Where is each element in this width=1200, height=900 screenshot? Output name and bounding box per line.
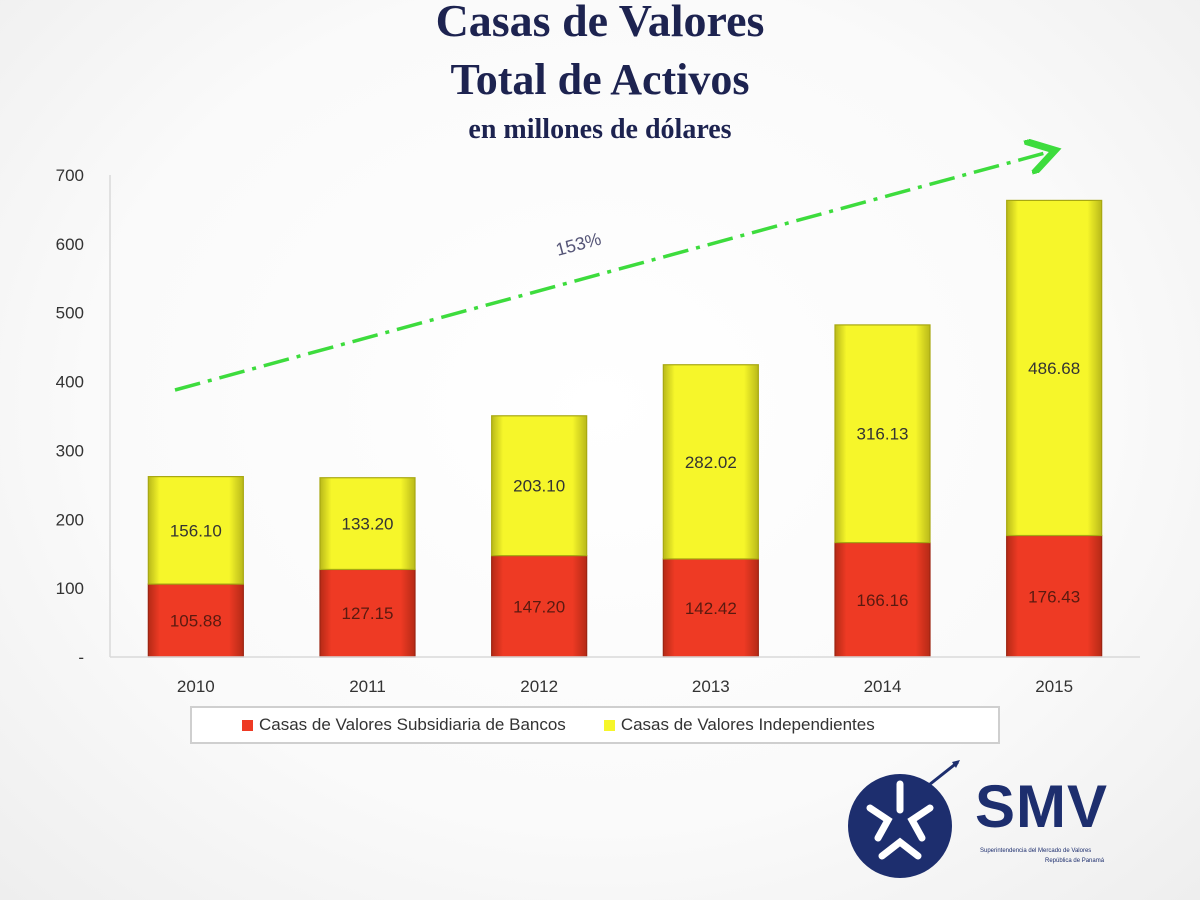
y-tick-label: 100 <box>56 579 84 598</box>
bar-segment-independientes <box>147 476 244 585</box>
chart-title: Casas de Valores <box>435 0 765 46</box>
data-label: 176.43 <box>1028 587 1080 606</box>
x-tick-label: 2011 <box>349 677 386 696</box>
bar-segment-subsidiaria <box>1006 534 1103 658</box>
bar-segment-independientes <box>319 477 416 571</box>
data-label: 133.20 <box>342 515 394 534</box>
x-tick-label: 2015 <box>1035 677 1073 696</box>
y-tick-label: 600 <box>56 235 84 254</box>
x-axis: 2010 2011 2012 2013 2014 2015 <box>110 656 1140 696</box>
bars: 105.88 156.10 127.15 133.20 147.20 203.10 142.… <box>147 199 1103 658</box>
x-tick-label: 2012 <box>520 677 558 696</box>
trend-label: 153% <box>554 229 604 260</box>
data-label: 316.13 <box>857 425 909 444</box>
y-tick-label: - <box>78 648 84 667</box>
smv-emblem-icon <box>848 760 960 878</box>
legend-swatch-yellow <box>603 719 615 731</box>
y-tick-label: 500 <box>56 304 84 323</box>
stacked-bar-chart: - 100 200 300 400 500 600 700 105.88 156.10 127.1… <box>56 0 1140 696</box>
legend-item-subsidiaria: Casas de Valores Subsidiaria de Bancos <box>242 715 566 735</box>
data-label: 203.10 <box>513 477 565 496</box>
bar-segment-independientes <box>1006 199 1103 537</box>
data-label: 105.88 <box>170 612 222 631</box>
data-label: 486.68 <box>1028 359 1080 378</box>
data-label: 282.02 <box>685 453 737 472</box>
x-tick-label: 2014 <box>864 677 902 696</box>
logo-text: SMV <box>975 773 1109 840</box>
trend-arrow <box>174 153 1045 392</box>
x-tick-label: 2010 <box>177 677 215 696</box>
y-tick-label: 200 <box>56 510 84 529</box>
bar-segment-subsidiaria <box>662 558 759 658</box>
x-tick-label: 2013 <box>692 677 730 696</box>
data-label: 147.20 <box>513 597 565 616</box>
legend-swatch-red <box>242 719 253 731</box>
bar-segment-subsidiaria <box>834 541 931 658</box>
y-tick-label: 300 <box>56 441 84 460</box>
legend-label: Casas de Valores Independientes <box>620 715 875 734</box>
y-tick-label: 700 <box>56 166 84 185</box>
legend-item-independientes: Casas de Valores Independientes <box>603 715 875 735</box>
logo-subtitle: Superintendencia del Mercado de Valores <box>980 848 1092 854</box>
bar-segment-independientes <box>834 324 931 544</box>
data-label: 166.16 <box>857 591 909 610</box>
chart-title-line-2: Total de Activos <box>450 55 750 104</box>
data-label: 156.10 <box>170 521 222 540</box>
y-tick-label: 400 <box>56 373 84 392</box>
y-axis: - 100 200 300 400 500 600 700 <box>56 166 111 667</box>
smv-logo: SMV Superintendencia del Mercado de Valo… <box>840 760 1160 890</box>
legend-label: Casas de Valores Subsidiaria de Bancos <box>259 715 566 734</box>
bar-segment-independientes <box>491 415 588 557</box>
bar-segment-independientes <box>662 364 759 560</box>
legend: Casas de Valores Subsidiaria de Bancos C… <box>190 706 1000 744</box>
data-label: 142.42 <box>685 599 737 618</box>
logo-country: República de Panamá <box>1045 858 1105 864</box>
data-label: 127.15 <box>342 604 394 623</box>
chart-subtitle: en millones de dólares <box>468 114 732 145</box>
